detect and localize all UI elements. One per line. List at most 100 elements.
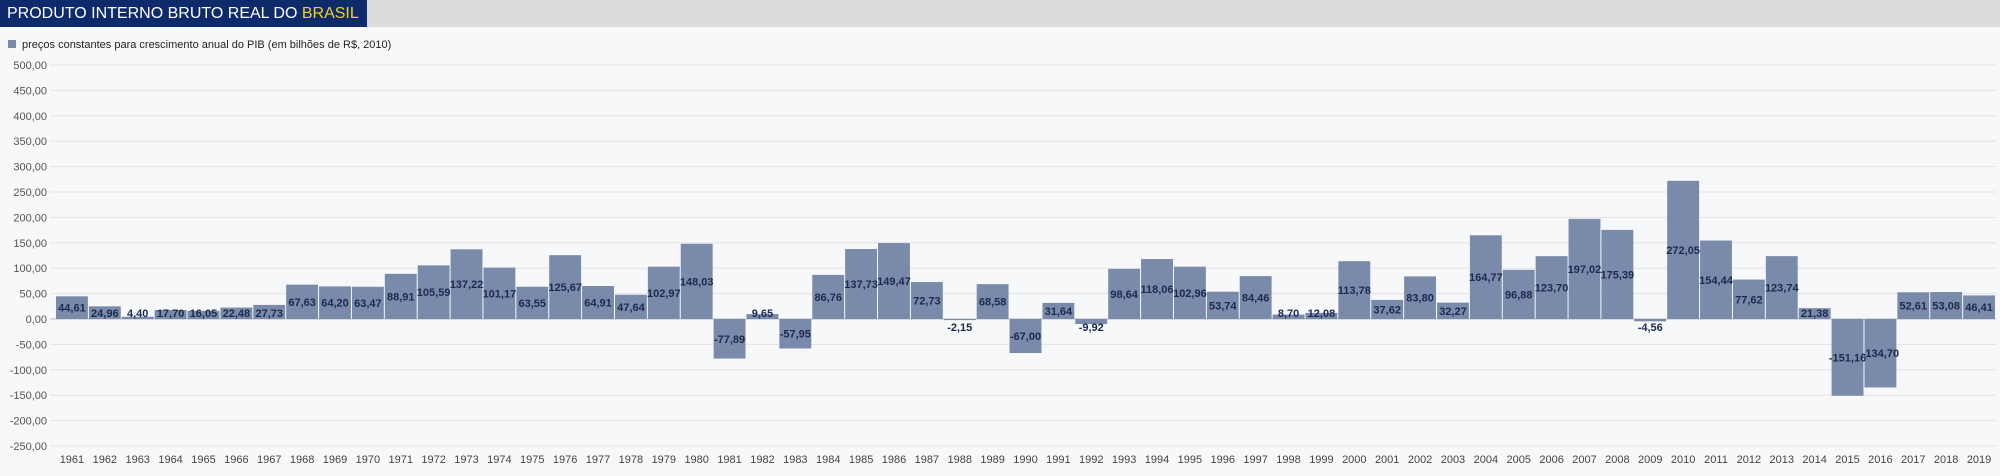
data-label: 37,62 (1373, 304, 1401, 316)
y-tick-label: -250,00 (10, 441, 47, 453)
y-tick-label: 0,00 (26, 314, 47, 326)
y-tick-label: -100,00 (10, 365, 47, 377)
bar-2004 (1469, 235, 1502, 319)
x-tick-label: 2001 (1375, 454, 1399, 466)
x-tick-label: 1962 (93, 454, 117, 466)
bar-1964 (154, 310, 187, 319)
data-label: 17,70 (157, 308, 185, 320)
bar-1965 (187, 310, 220, 319)
bar-1982 (746, 314, 779, 319)
bar-2014 (1798, 308, 1831, 319)
x-tick-label: 1989 (980, 454, 1004, 466)
data-label: 53,08 (1932, 301, 1960, 313)
bar-1981 (713, 319, 746, 359)
data-label: 86,76 (814, 292, 842, 304)
y-axis: 500,00 450,00 400,00 350,00 300,00 250,00 200,… (10, 60, 47, 453)
x-tick-label: 1965 (191, 454, 215, 466)
data-label: 164,77 (1469, 272, 1503, 284)
chart-legend: preços constantes para crescimento anual… (8, 38, 391, 52)
x-tick-label: 1963 (125, 454, 149, 466)
data-label: 149,47 (877, 276, 911, 288)
x-tick-label: 2006 (1539, 454, 1563, 466)
x-tick-label: 2010 (1671, 454, 1695, 466)
data-label: 64,91 (584, 298, 612, 310)
x-tick-label: 2000 (1342, 454, 1366, 466)
title-highlight-text: BRASIL (301, 5, 359, 22)
data-label: 52,61 (1900, 301, 1928, 313)
bar-2015 (1831, 319, 1864, 396)
data-label: 123,70 (1535, 283, 1569, 295)
data-label: 137,22 (450, 279, 484, 291)
bar-2006 (1535, 256, 1568, 319)
x-tick-label: 1976 (553, 454, 577, 466)
data-label: 102,97 (647, 288, 681, 300)
bar-1961 (56, 296, 88, 319)
data-label: 137,73 (844, 279, 878, 291)
x-tick-label: 1970 (356, 454, 380, 466)
data-label: 53,74 (1209, 300, 1237, 312)
x-tick-label: 1988 (947, 454, 971, 466)
x-tick-label: 1982 (750, 454, 774, 466)
data-label: 148,03 (680, 276, 714, 288)
x-tick-label: 2009 (1638, 454, 1662, 466)
data-label: -2,15 (947, 322, 972, 334)
data-label: 96,88 (1505, 289, 1533, 301)
y-tick-label: 450,00 (13, 85, 47, 97)
x-tick-label: 2013 (1770, 454, 1794, 466)
x-tick-label: 1978 (619, 454, 643, 466)
data-label: 9,65 (752, 308, 773, 320)
x-tick-label: 1966 (224, 454, 248, 466)
data-labels: 44,61 24,96 4,40 17,70 16,05 22,48 27,73 67,63 6… (58, 245, 1993, 364)
bar-1984 (812, 274, 845, 319)
x-tick-label: 1979 (652, 454, 676, 466)
x-tick-label: 1994 (1145, 454, 1169, 466)
y-tick-label: -200,00 (10, 416, 47, 428)
x-tick-label: 2011 (1704, 454, 1728, 466)
bar-1971 (384, 273, 417, 319)
data-label: 98,64 (1110, 289, 1138, 301)
x-tick-label: 1968 (290, 454, 314, 466)
x-tick-label: 2019 (1967, 454, 1991, 466)
bar-1993 (1108, 268, 1141, 319)
x-tick-label: 1969 (323, 454, 347, 466)
data-label: 4,40 (127, 308, 148, 320)
bar-1985 (845, 249, 878, 319)
x-tick-label: 2016 (1868, 454, 1892, 466)
x-tick-label: 1984 (816, 454, 840, 466)
x-tick-label: 1964 (158, 454, 182, 466)
bar-1987 (910, 282, 943, 319)
data-label: 22,48 (223, 308, 251, 320)
data-label: 105,59 (417, 287, 451, 299)
x-tick-label: 2015 (1835, 454, 1859, 466)
data-label: 44,61 (58, 303, 86, 315)
chart-title: PRODUTO INTERNO BRUTO REAL DO BRASIL (0, 0, 367, 27)
bar-1997 (1239, 276, 1272, 319)
bar-1988 (943, 319, 976, 321)
bar-1962 (88, 306, 121, 319)
x-tick-label: 1975 (520, 454, 544, 466)
bar-2017 (1897, 292, 1930, 319)
data-label: 84,46 (1242, 293, 1270, 305)
data-label: 125,67 (548, 282, 582, 294)
data-label: 47,64 (617, 302, 645, 314)
data-label: 46,41 (1965, 302, 1993, 314)
bar-1980 (680, 243, 713, 319)
x-tick-label: 2002 (1408, 454, 1432, 466)
bar-2013 (1765, 256, 1798, 319)
bar-1968 (286, 284, 319, 319)
bar-1992 (1075, 319, 1108, 325)
x-tick-label: 1974 (487, 454, 511, 466)
bar-1970 (351, 286, 384, 319)
x-tick-label: 2005 (1506, 454, 1530, 466)
bar-2002 (1404, 276, 1437, 319)
data-label: 175,39 (1601, 269, 1635, 281)
x-tick-label: 2018 (1934, 454, 1958, 466)
bar-1969 (319, 286, 351, 319)
bar-1974 (483, 267, 516, 319)
data-label: 67,63 (288, 297, 316, 309)
y-tick-label: 300,00 (13, 162, 47, 174)
x-tick-label: 2012 (1737, 454, 1761, 466)
bar-1977 (582, 286, 614, 319)
bar-2019 (1963, 295, 1995, 319)
data-label: 113,78 (1338, 285, 1371, 297)
